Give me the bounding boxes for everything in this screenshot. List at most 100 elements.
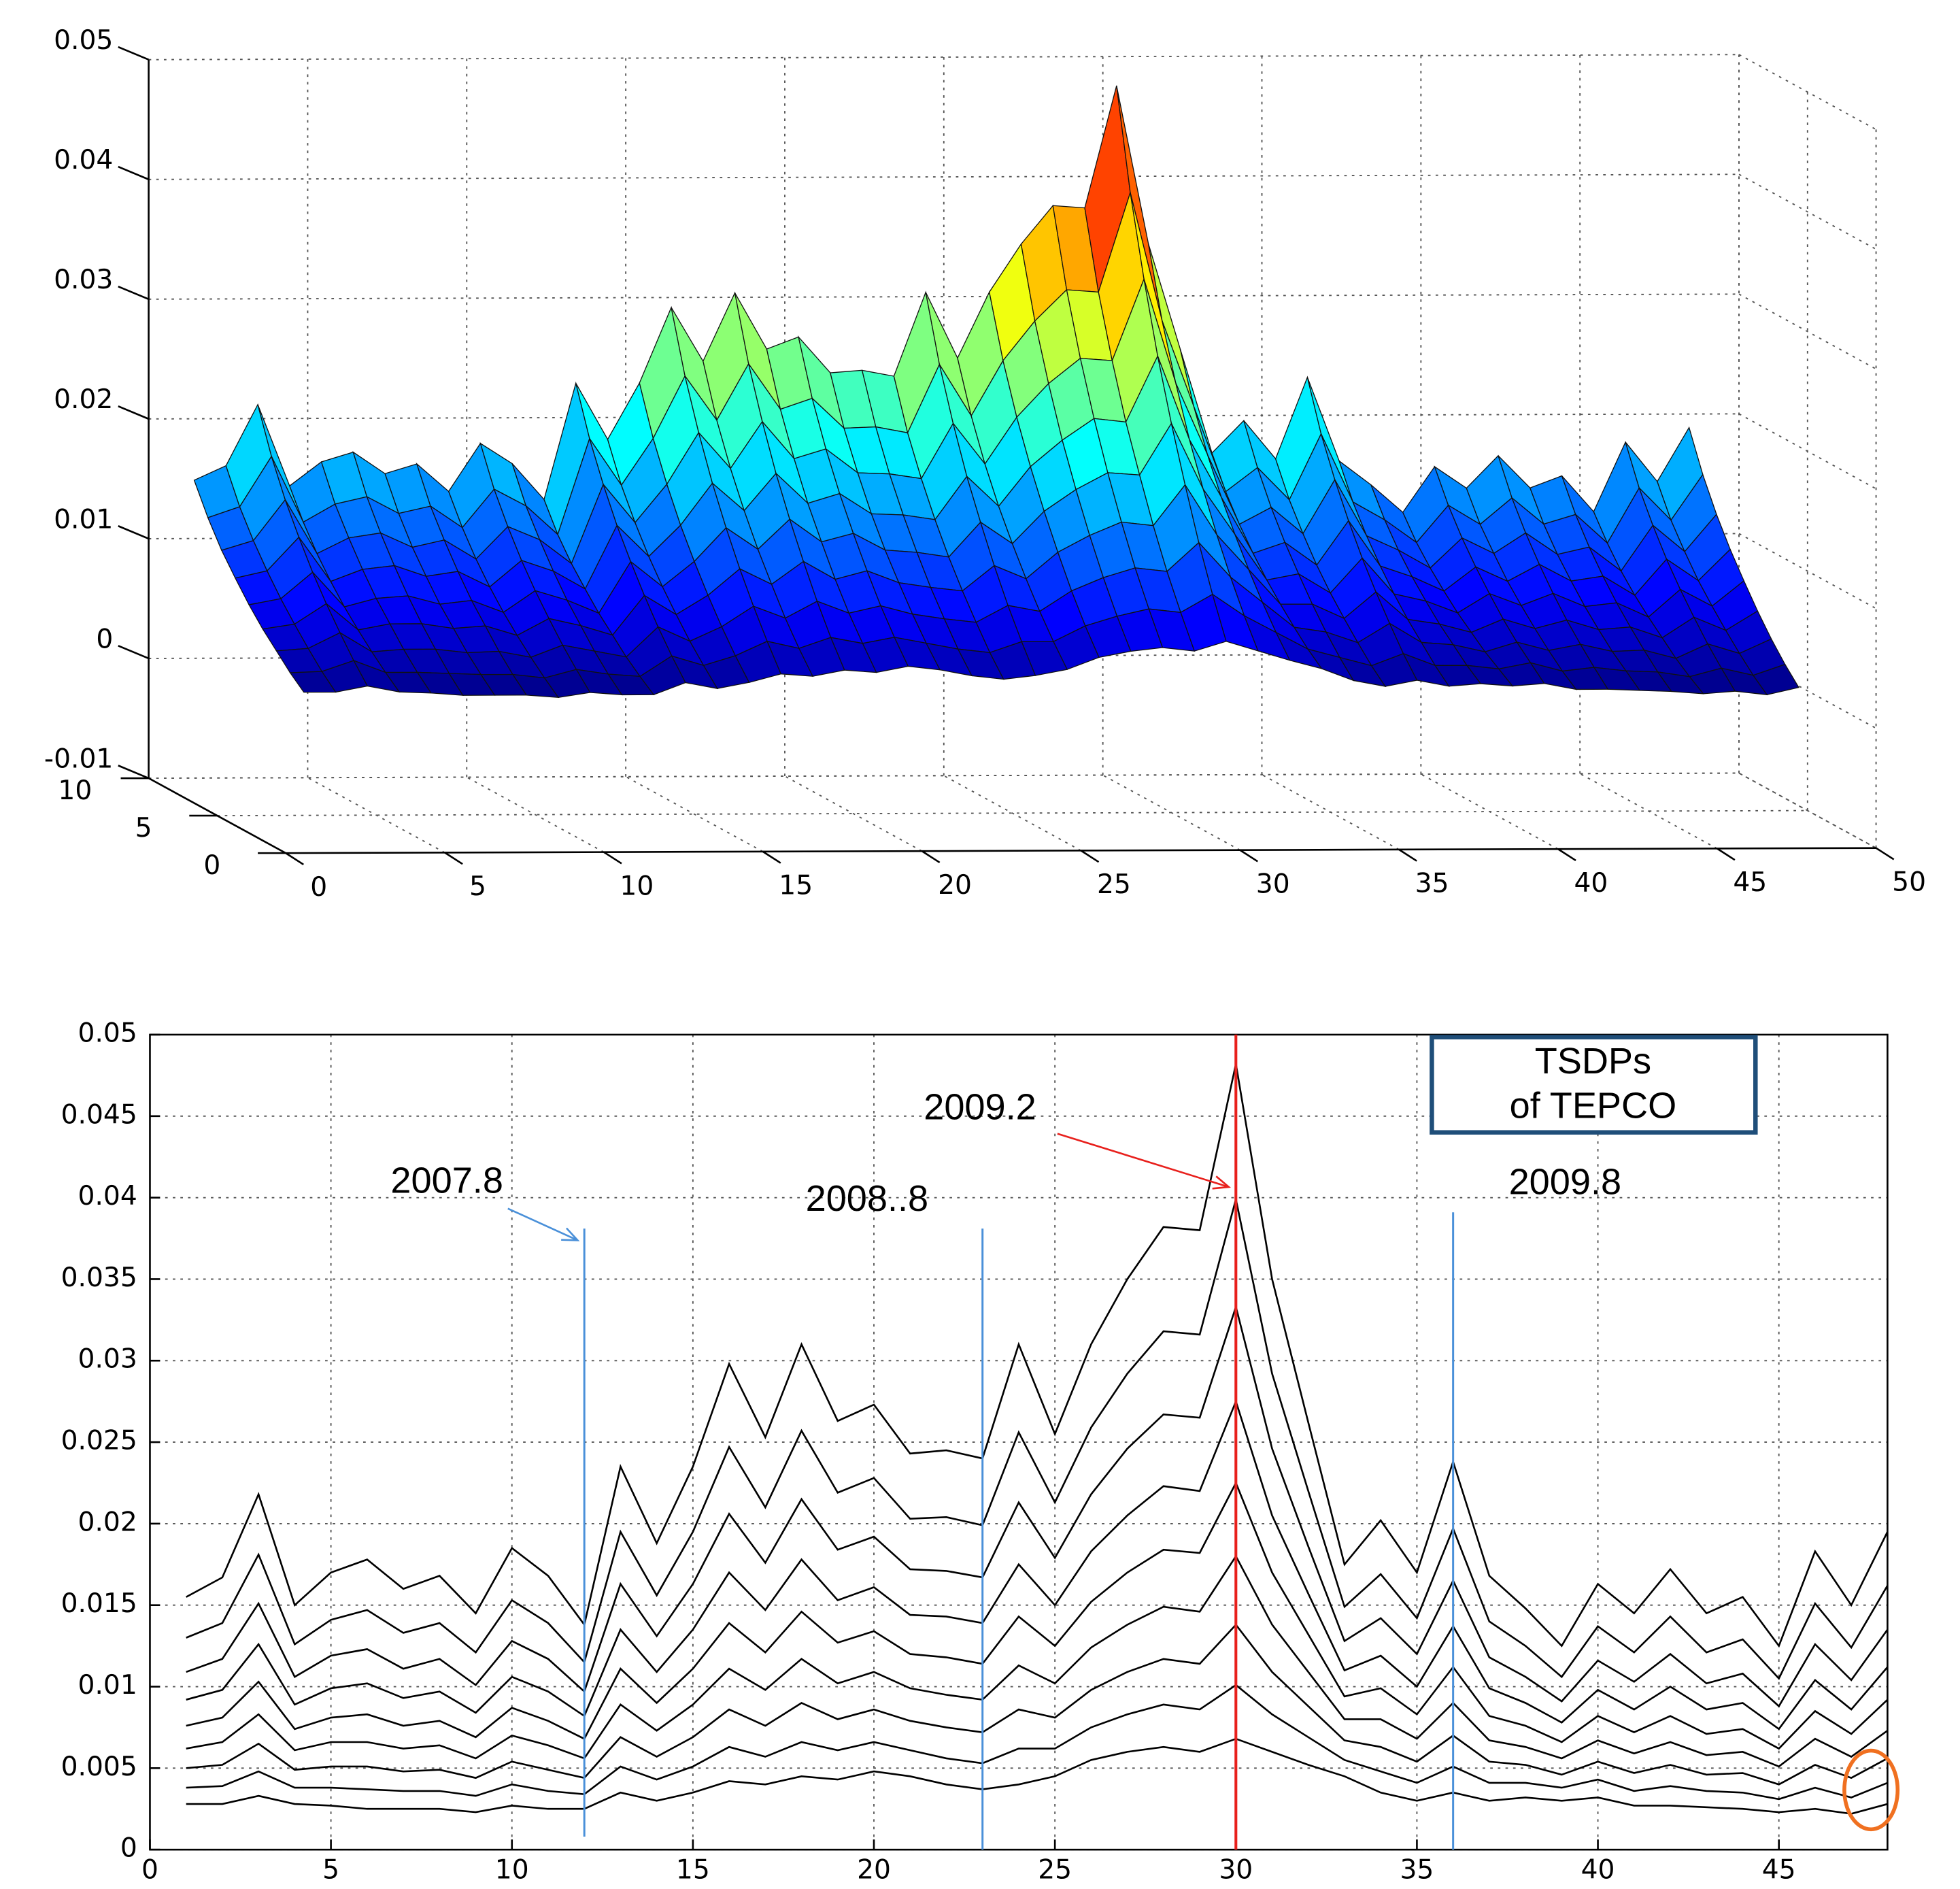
x-tick-label: 15 — [676, 1854, 710, 1885]
annotation-arrow — [507, 1207, 578, 1241]
x-tick — [762, 850, 781, 864]
x-tick-label: 5 — [469, 871, 486, 902]
x-tick — [1080, 850, 1100, 863]
z-tick — [118, 765, 150, 780]
x-tick-label: 20 — [857, 1854, 891, 1885]
x-tick — [1239, 849, 1259, 863]
grid-line — [943, 775, 1081, 852]
series-line — [186, 1480, 1889, 1750]
highlight-circle — [1842, 1748, 1900, 1832]
y-tick-label: 0.05 — [78, 1018, 137, 1049]
z-tick-label: 0 — [96, 624, 113, 654]
z-tick — [118, 46, 150, 61]
grid-line — [466, 776, 605, 853]
grid-line — [1738, 293, 1877, 370]
x-tick — [1717, 848, 1736, 861]
y-tick-label: 0.025 — [61, 1426, 137, 1456]
z-tick-label: 0.01 — [54, 504, 113, 535]
z-tick — [118, 405, 150, 420]
z-tick-label: 0.05 — [54, 25, 113, 56]
y-tick-label: 0.04 — [78, 1181, 137, 1211]
grid-line — [1738, 173, 1877, 250]
z-tick-label: 0.02 — [54, 384, 113, 415]
series-line — [186, 1199, 1889, 1680]
text-box-line: TSDPs — [1535, 1041, 1651, 1082]
x-tick — [1398, 848, 1417, 862]
series-line — [186, 1063, 1889, 1648]
x-tick-label: 0 — [310, 872, 327, 903]
text-box — [1430, 1035, 1758, 1135]
x-tick-label: 10 — [495, 1854, 529, 1885]
z-tick-label: 0.04 — [54, 145, 113, 175]
grid-line — [217, 809, 1808, 817]
x-tick — [921, 850, 941, 864]
series-line — [186, 1303, 1889, 1708]
x-tick-label: 25 — [1038, 1854, 1072, 1885]
x-tick — [285, 852, 304, 866]
x-tick-label: 10 — [620, 871, 654, 901]
annotation: 2007.8 — [390, 1160, 503, 1201]
y-tick-label: 0.045 — [61, 1099, 137, 1130]
x-tick-label: 35 — [1400, 1854, 1434, 1885]
annotation: 2008..8 — [806, 1178, 929, 1219]
y-tick-label: 0.035 — [61, 1263, 137, 1293]
z-tick — [118, 645, 150, 660]
series-line — [186, 1737, 1888, 1815]
annotation-arrow — [1057, 1133, 1230, 1188]
x-tick — [1875, 847, 1895, 860]
x-tick-label: 5 — [322, 1854, 339, 1885]
grid-line — [148, 413, 1740, 420]
x-tick-label: 0 — [141, 1854, 158, 1885]
y-tick-label: 0.005 — [61, 1752, 137, 1782]
y-tick-label: 0 — [120, 1833, 137, 1864]
y-tick-label: 0.02 — [78, 1507, 137, 1537]
text-box-line: of TEPCO — [1510, 1086, 1677, 1126]
x-tick — [603, 851, 622, 865]
annotation: 2009.8 — [1509, 1162, 1621, 1203]
arrow-head — [1212, 1175, 1231, 1190]
surface-facet — [1752, 663, 1800, 696]
annotation: 2009.2 — [924, 1086, 1036, 1127]
x-tick-label: 30 — [1219, 1854, 1253, 1885]
z-tick — [118, 165, 150, 180]
grid-line — [784, 775, 922, 852]
grid-line — [148, 54, 1740, 61]
x-tick-label: 50 — [1892, 867, 1926, 897]
x-tick-label: 40 — [1581, 1854, 1615, 1885]
grid-line — [148, 293, 1740, 300]
series-line — [186, 1399, 1889, 1731]
y-tick-label: 0 — [203, 850, 220, 881]
y-tick-label: 5 — [135, 813, 152, 843]
z-tick-label: 0.03 — [54, 265, 113, 295]
y-tick-label: 10 — [58, 775, 92, 806]
x-tick-label: 30 — [1256, 869, 1290, 899]
x-tick-label: 40 — [1574, 868, 1608, 899]
z-tick-label: -0.01 — [44, 743, 113, 774]
arrow-head — [561, 1227, 580, 1241]
grid-line — [625, 775, 764, 852]
x-tick — [1557, 848, 1576, 862]
series-line — [186, 1554, 1889, 1768]
grid-line — [1738, 533, 1877, 609]
x-tick-label: 35 — [1415, 869, 1449, 899]
series-line — [186, 1684, 1888, 1801]
z-tick — [118, 525, 150, 540]
series-line — [186, 1623, 1888, 1786]
y-tick-label: 0.01 — [78, 1670, 137, 1701]
x-tick — [444, 852, 463, 865]
grid-line — [1579, 773, 1718, 850]
x-tick-label: 15 — [779, 871, 813, 901]
grid-line — [307, 777, 445, 854]
x-tick-label: 25 — [1097, 869, 1131, 900]
grid-line — [1738, 652, 1877, 729]
y-tick-label: 0.03 — [78, 1344, 137, 1375]
grid-line — [148, 772, 1740, 779]
y-tick-label: 0.015 — [61, 1588, 137, 1619]
plot-frame — [149, 1033, 1889, 1851]
x-tick-label: 45 — [1762, 1854, 1796, 1885]
x-tick-label: 20 — [938, 870, 972, 901]
grid-line — [148, 173, 1740, 180]
x-tick-label: 45 — [1733, 867, 1767, 898]
